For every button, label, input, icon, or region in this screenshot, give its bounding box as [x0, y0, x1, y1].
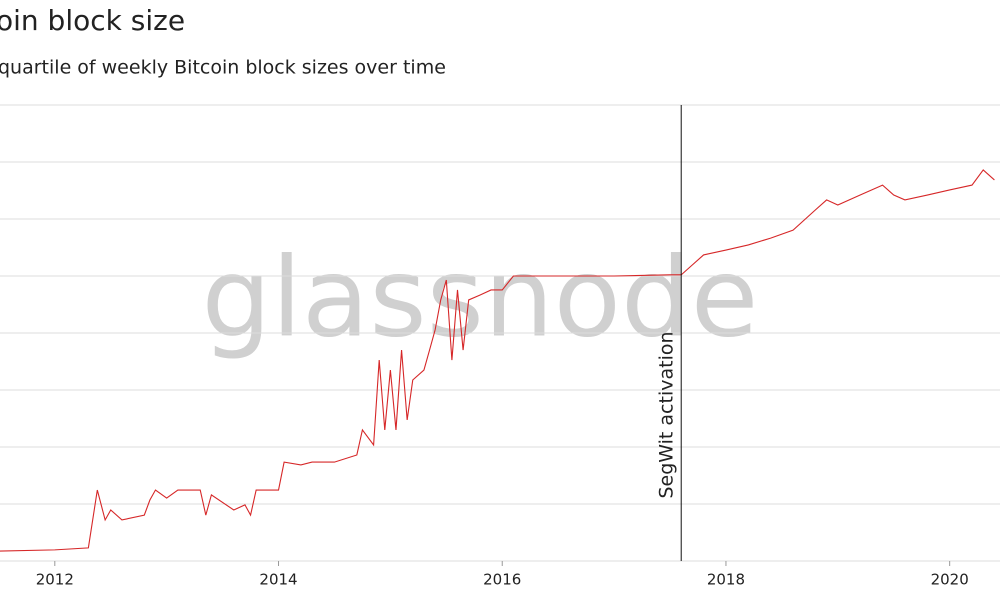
chart-title: oin block size — [0, 4, 185, 37]
x-tick-label: 2020 — [931, 571, 969, 589]
line-series — [0, 169, 995, 552]
x-tick-label: 2016 — [483, 571, 521, 589]
x-tick-label: 2012 — [36, 571, 74, 589]
chart-subtitle: quartile of weekly Bitcoin block sizes o… — [0, 57, 446, 79]
x-tick-label: 2018 — [707, 571, 745, 589]
x-tick-label: 2014 — [259, 571, 297, 589]
annotation-label: SegWit activation — [656, 331, 678, 498]
watermark: glassnode — [202, 233, 759, 361]
